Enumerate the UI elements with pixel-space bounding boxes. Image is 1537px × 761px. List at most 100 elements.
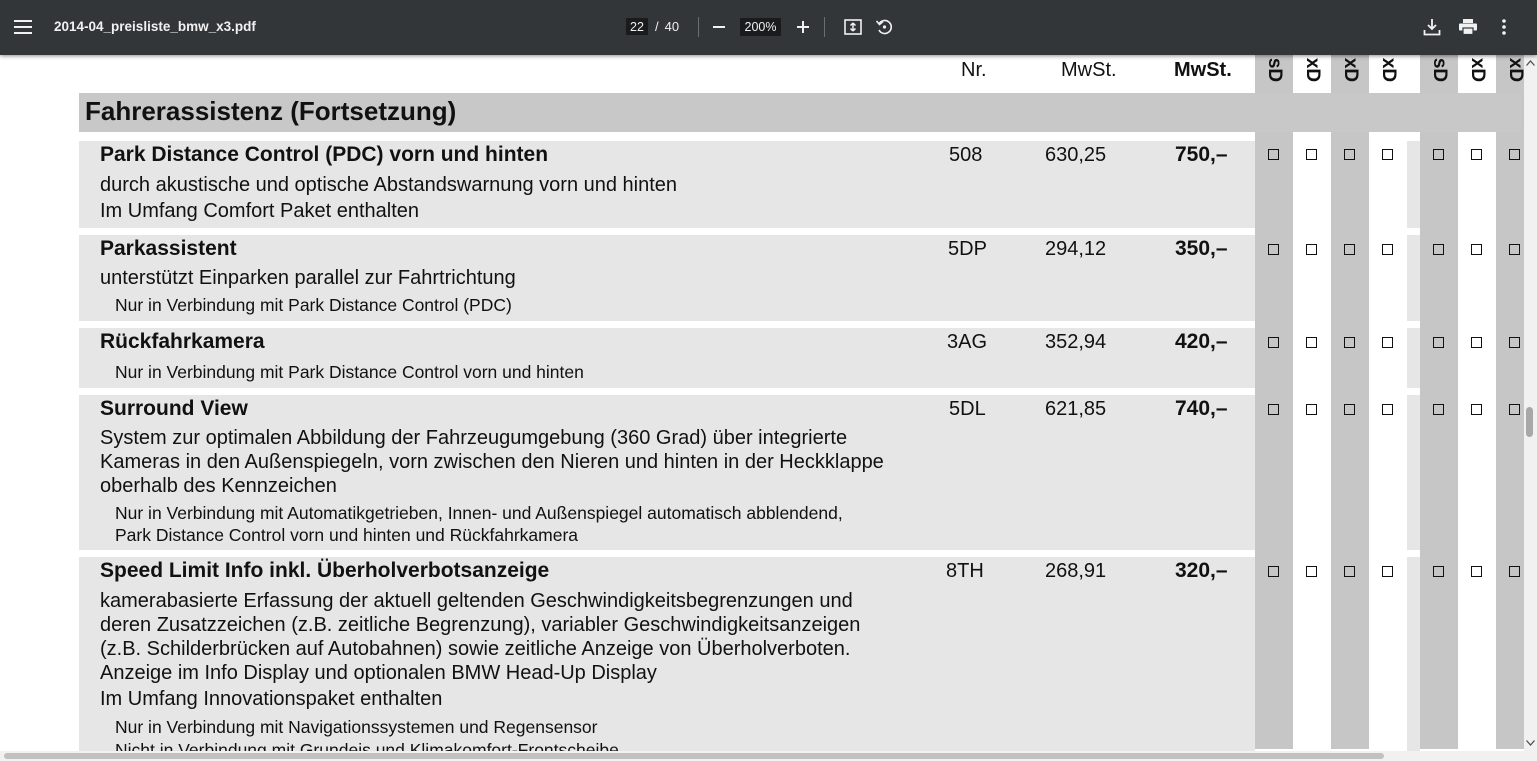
rotate-icon [875, 19, 892, 35]
vertical-scroll-thumb[interactable] [1526, 407, 1533, 437]
more-icon [1502, 19, 1506, 35]
variant-column-bg [1255, 55, 1293, 749]
option-description: unterstützt Einparken parallel zur Fahrt… [100, 267, 516, 289]
variant-label: xD [1339, 57, 1361, 83]
availability-checkbox [1382, 337, 1393, 348]
option-row: Parkassistent 5DP 294,12 350,– unterstüt… [79, 235, 1255, 321]
availability-checkbox [1433, 404, 1444, 415]
variant-column-bg [1331, 55, 1369, 749]
menu-icon [14, 20, 32, 34]
chevron-down-icon [1526, 740, 1535, 746]
option-title: Parkassistent [100, 237, 237, 260]
document-title: 2014-04_preisliste_bmw_x3.pdf [54, 19, 256, 34]
option-note: Nur in Verbindung mit Automatikgetrieben… [115, 503, 843, 523]
availability-checkbox [1509, 337, 1520, 348]
pdf-page: Nr. MwSt. MwSt. sD xD xD xD sD xD xD Fah… [0, 55, 1537, 761]
availability-checkbox [1382, 566, 1393, 577]
variant-label: xD [1301, 57, 1323, 83]
zoom-in-icon [797, 21, 809, 33]
availability-checkbox [1382, 149, 1393, 160]
option-row: Rückfahrkamera 3AG 352,94 420,– Nur in V… [79, 328, 1255, 388]
row-tail [1407, 235, 1420, 321]
download-button[interactable] [1419, 14, 1445, 40]
zoom-in-button[interactable] [790, 14, 816, 40]
option-gross-price: 740,– [1175, 397, 1228, 420]
scroll-up-arrow[interactable] [1524, 57, 1537, 69]
option-row: Park Distance Control (PDC) vorn und hin… [79, 141, 1255, 228]
availability-checkbox [1433, 244, 1444, 255]
availability-checkbox [1471, 244, 1482, 255]
availability-checkbox [1382, 244, 1393, 255]
availability-checkbox [1344, 404, 1355, 415]
availability-checkbox [1344, 566, 1355, 577]
option-description: System zur optimalen Abbildung der Fahrz… [100, 427, 848, 449]
option-gross-price: 320,– [1175, 559, 1228, 582]
row-tail [1407, 395, 1420, 550]
option-row: Surround View 5DL 621,85 740,– System zu… [79, 395, 1255, 550]
option-description: oberhalb des Kennzeichen [100, 475, 337, 497]
toolbar-divider [698, 17, 699, 37]
more-actions-button[interactable] [1491, 14, 1517, 40]
option-number: 5DP [948, 238, 987, 260]
variant-label: sD [1428, 57, 1450, 83]
option-number: 3AG [947, 331, 988, 353]
option-gross-price: 750,– [1175, 143, 1228, 166]
pdf-toolbar: 2014-04_preisliste_bmw_x3.pdf / 40 [0, 0, 1537, 55]
availability-checkbox [1433, 337, 1444, 348]
availability-checkbox [1471, 566, 1482, 577]
availability-checkbox [1433, 149, 1444, 160]
availability-checkbox [1268, 149, 1279, 160]
zoom-out-button[interactable] [706, 14, 732, 40]
print-button[interactable] [1455, 14, 1481, 40]
menu-button[interactable] [8, 12, 38, 42]
option-note: Nur in Verbindung mit Park Distance Cont… [115, 362, 584, 382]
availability-checkbox [1509, 244, 1520, 255]
availability-checkbox [1306, 149, 1317, 160]
variant-column-bg [1420, 55, 1458, 749]
row-tail [1407, 141, 1420, 228]
scroll-down-arrow[interactable] [1524, 737, 1537, 749]
page-number-input[interactable] [626, 18, 648, 35]
option-title: Rückfahrkamera [100, 330, 265, 353]
option-net-price: 294,12 [1045, 238, 1107, 260]
availability-checkbox [1306, 337, 1317, 348]
option-number: 8TH [946, 560, 984, 582]
option-number: 5DL [949, 398, 986, 420]
option-description: Kameras in den Außenspiegeln, vorn zwisc… [100, 451, 884, 473]
option-note: Nur in Verbindung mit Navigationssysteme… [115, 717, 598, 737]
header-gross-price: MwSt. [1174, 59, 1232, 81]
availability-checkbox [1306, 566, 1317, 577]
option-net-price: 268,91 [1045, 560, 1107, 582]
option-number: 508 [949, 144, 983, 166]
variant-label: xD [1377, 57, 1399, 83]
header-net-price: MwSt. [1061, 59, 1117, 81]
variant-label: sD [1263, 57, 1285, 83]
option-description: deren Zusatzzeichen (z.B. zeitliche Begr… [100, 614, 861, 636]
availability-checkbox [1268, 566, 1279, 577]
horizontal-scroll-thumb[interactable] [4, 753, 1384, 759]
availability-checkbox [1509, 404, 1520, 415]
availability-checkbox [1344, 149, 1355, 160]
availability-checkbox [1382, 404, 1393, 415]
availability-checkbox [1344, 337, 1355, 348]
row-tail [1407, 328, 1420, 388]
rotate-button[interactable] [871, 14, 897, 40]
download-icon [1423, 19, 1441, 36]
chevron-up-icon [1526, 60, 1535, 66]
option-title: Park Distance Control (PDC) vorn und hin… [100, 143, 549, 166]
zoom-level-input[interactable] [740, 18, 781, 36]
option-title: Speed Limit Info inkl. Überholverbotsanz… [100, 559, 550, 582]
option-description: Im Umfang Innovationspaket enthalten [100, 688, 443, 710]
section-title: Fahrerassistenz (Fortsetzung) [85, 96, 457, 126]
fit-to-page-button[interactable] [840, 14, 866, 40]
vertical-scrollbar[interactable] [1524, 55, 1537, 751]
availability-checkbox [1471, 337, 1482, 348]
availability-checkbox [1268, 404, 1279, 415]
availability-checkbox [1306, 404, 1317, 415]
option-note: Nur in Verbindung mit Park Distance Cont… [115, 295, 512, 315]
option-description: (z.B. Schilderbrücken auf Autobahnen) so… [100, 638, 851, 660]
section-header: Fahrerassistenz (Fortsetzung) [79, 93, 1521, 132]
print-icon [1459, 19, 1477, 35]
option-note: Park Distance Control vorn und hinten un… [115, 525, 579, 545]
option-description: Anzeige im Info Display und optionalen B… [100, 662, 657, 684]
